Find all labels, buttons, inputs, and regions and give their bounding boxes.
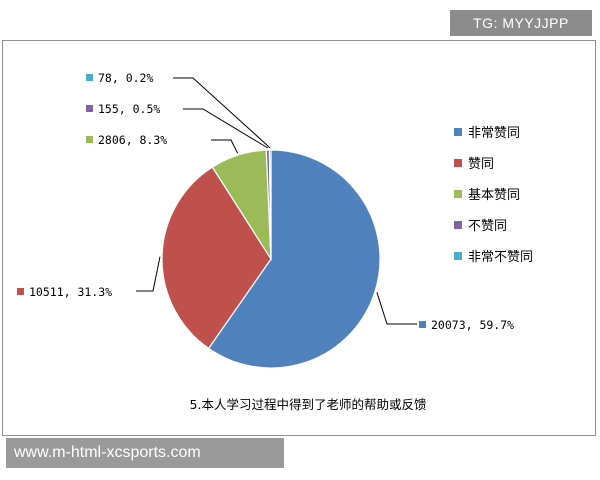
data-label-3: 155, 0.5%	[98, 102, 160, 116]
data-label-2: 2806, 8.3%	[98, 133, 167, 147]
legend-entry-4: 非常不赞同	[468, 250, 533, 265]
data-label-1: 10511, 31.3%	[29, 285, 112, 299]
legend-entry-3: 不赞同	[468, 219, 507, 234]
label-marker-4	[86, 74, 93, 81]
label-marker-0	[419, 321, 426, 328]
data-label-4: 78, 0.2%	[98, 71, 153, 85]
legend-swatch-3	[454, 221, 462, 229]
label-marker-3	[86, 105, 93, 112]
label-marker-2	[86, 136, 93, 143]
legend-swatch-4	[454, 252, 462, 260]
label-marker-1	[17, 288, 24, 295]
leader-line-2	[211, 139, 239, 154]
chart-title: 5.本人学习过程中得到了老师的帮助或反馈	[190, 397, 427, 412]
pie-chart: 20073, 59.7% 10511, 31.3% 2806, 8.3% 155, 0…	[17, 71, 533, 412]
chart-frame: 20073, 59.7% 10511, 31.3% 2806, 8.3% 155, 0…	[2, 40, 596, 436]
pie-slice-1	[161, 166, 272, 350]
data-label-0: 20073, 59.7%	[431, 318, 514, 332]
pie-slice-0	[207, 149, 381, 369]
legend-swatch-1	[454, 159, 462, 167]
legend-swatch-2	[454, 190, 462, 198]
tg-watermark: TG: MYYJJPP	[450, 10, 592, 36]
legend-entry-2: 基本赞同	[468, 188, 520, 203]
url-watermark: www.m-html-xcsports.com	[6, 438, 284, 468]
pie-slice-4	[268, 149, 272, 260]
leader-line-3	[183, 108, 269, 149]
legend-entry-0: 非常赞同	[468, 126, 520, 141]
leader-line-0	[376, 292, 417, 325]
legend-entry-1: 赞同	[468, 157, 494, 172]
legend-swatch-0	[454, 128, 462, 136]
leader-line-4	[173, 77, 271, 149]
leader-line-1	[136, 256, 161, 292]
